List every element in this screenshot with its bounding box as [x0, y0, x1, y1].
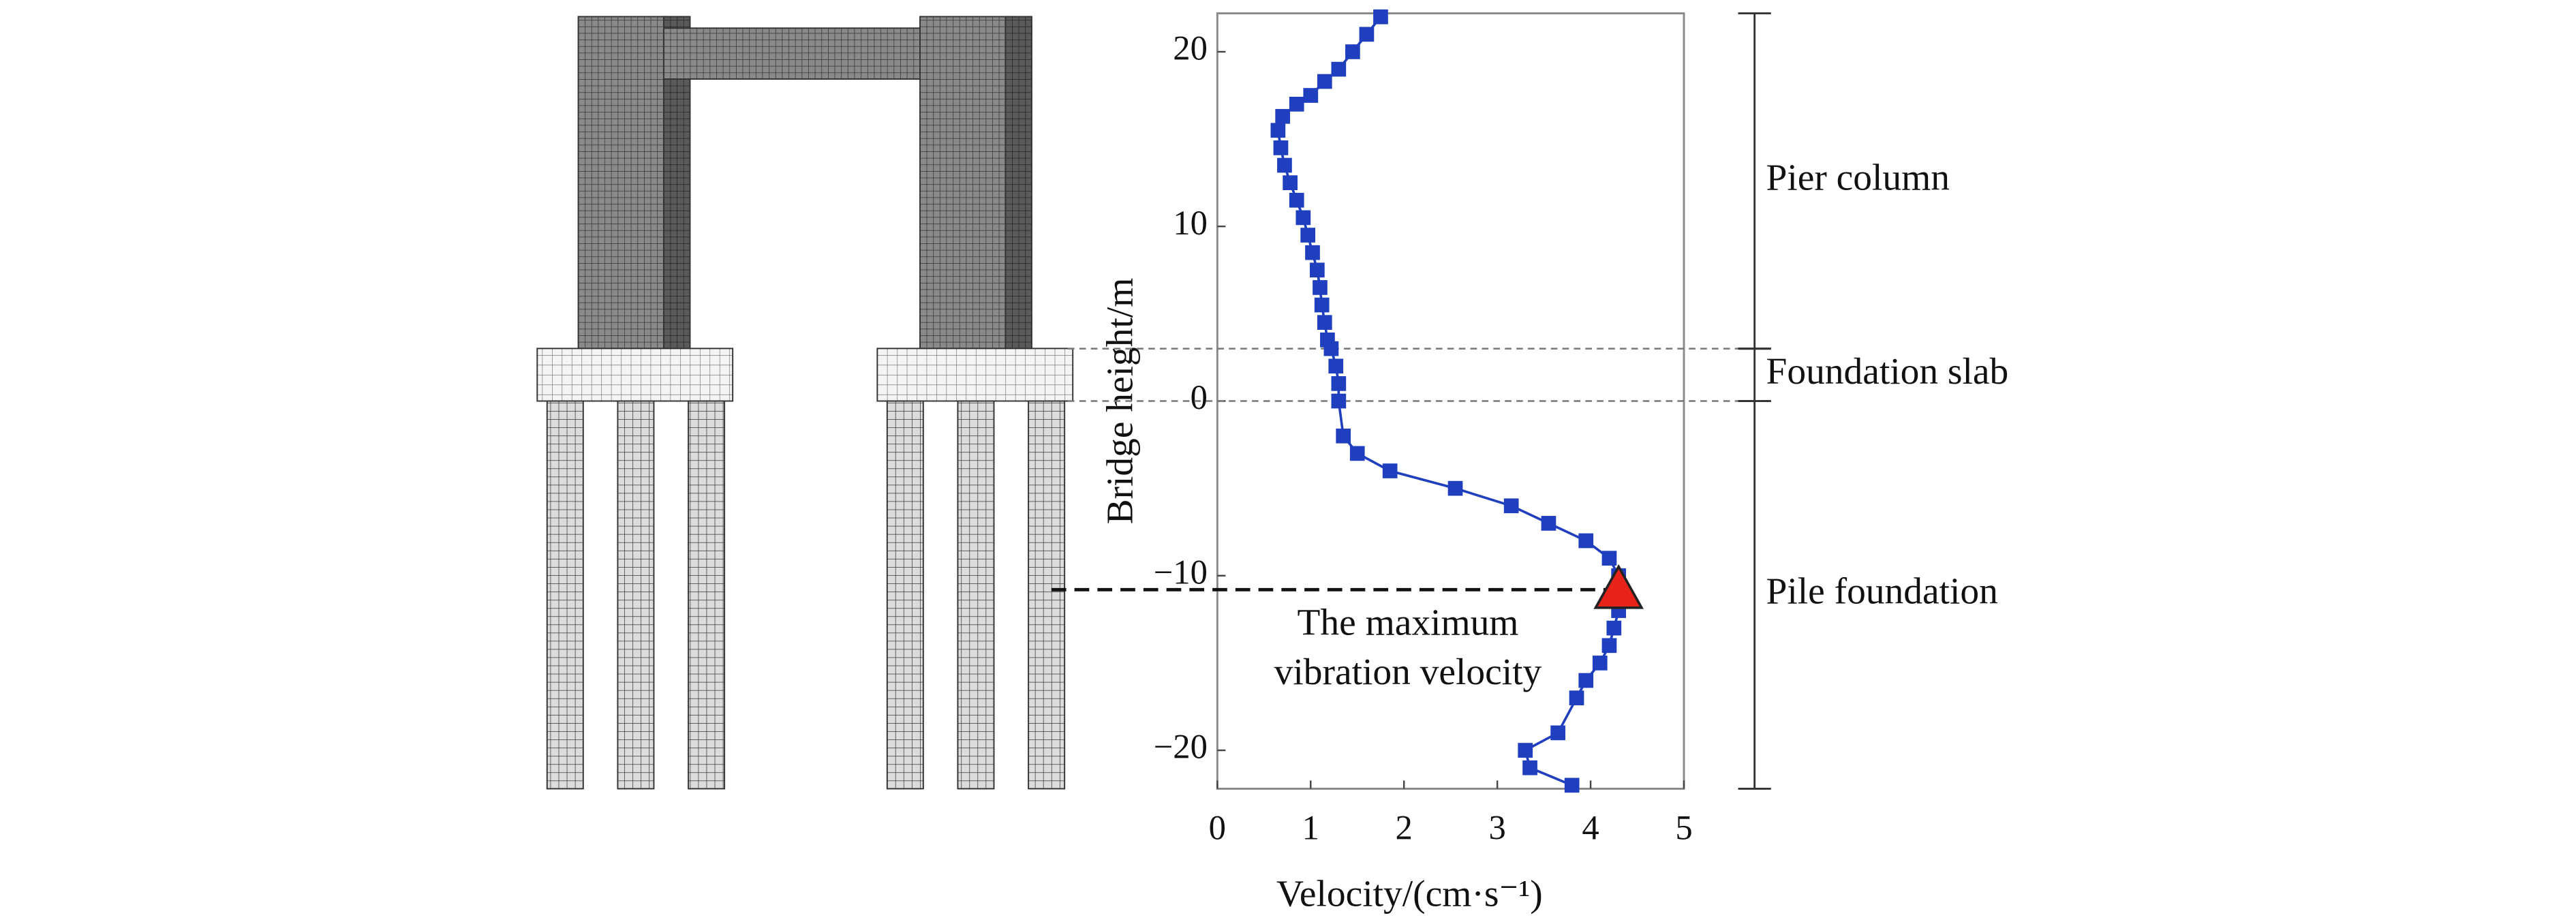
data-point: [1283, 175, 1298, 191]
x-tick-label: 0: [1209, 809, 1226, 847]
data-point: [1359, 27, 1375, 42]
data-point: [1273, 140, 1289, 155]
y-tick-label: −20: [1154, 728, 1208, 766]
data-point: [1578, 533, 1594, 549]
x-tick-label: 5: [1675, 809, 1692, 847]
data-point: [1522, 760, 1537, 775]
data-point: [1317, 74, 1332, 89]
x-axis-label: Velocity/(cm·s⁻¹): [1276, 872, 1543, 914]
data-point: [1345, 44, 1360, 59]
data-point: [1569, 690, 1584, 706]
data-point: [1564, 778, 1580, 793]
y-tick-label: 20: [1173, 29, 1208, 67]
x-tick-label: 2: [1396, 809, 1413, 847]
data-point: [1331, 393, 1347, 409]
data-point: [1303, 88, 1319, 103]
max-annotation: vibration velocity: [1274, 651, 1542, 692]
data-point: [1300, 228, 1316, 243]
data-point: [1373, 9, 1388, 25]
data-point: [1578, 673, 1594, 688]
y-tick-label: 10: [1173, 204, 1208, 242]
data-point: [1518, 743, 1533, 758]
data-point: [1349, 446, 1365, 461]
data-point: [1331, 61, 1347, 77]
x-tick-label: 1: [1302, 809, 1319, 847]
bridge-mesh: [536, 16, 1074, 790]
data-point: [1317, 315, 1332, 331]
data-point: [1601, 551, 1617, 566]
data-point: [1503, 498, 1519, 514]
y-tick-label: 0: [1191, 378, 1208, 416]
data-point: [1331, 376, 1347, 391]
data-point: [1541, 516, 1557, 531]
data-point: [1310, 262, 1325, 278]
data-point: [1382, 463, 1398, 478]
region-label: Pile foundation: [1766, 570, 1998, 612]
data-point: [1447, 480, 1463, 496]
x-tick-label: 3: [1488, 809, 1505, 847]
data-point: [1305, 245, 1320, 260]
y-tick-label: −10: [1154, 553, 1208, 591]
data-point: [1289, 96, 1304, 112]
data-point: [1592, 656, 1608, 671]
data-point: [1606, 620, 1622, 636]
data-point: [1336, 428, 1351, 444]
data-point: [1314, 297, 1330, 313]
x-tick-label: 4: [1582, 809, 1599, 847]
data-point: [1275, 108, 1291, 124]
data-point: [1601, 638, 1617, 654]
data-point: [1550, 725, 1565, 741]
data-point: [1289, 192, 1304, 208]
data-point: [1277, 157, 1292, 173]
region-label: Pier column: [1766, 156, 1950, 198]
max-annotation: The maximum: [1298, 601, 1519, 643]
data-point: [1323, 341, 1339, 356]
region-label: Foundation slab: [1766, 350, 2009, 392]
data-point: [1313, 280, 1328, 295]
data-point: [1328, 358, 1344, 374]
max-marker: [1593, 564, 1644, 609]
data-point: [1295, 210, 1311, 226]
data-point: [1270, 123, 1286, 138]
